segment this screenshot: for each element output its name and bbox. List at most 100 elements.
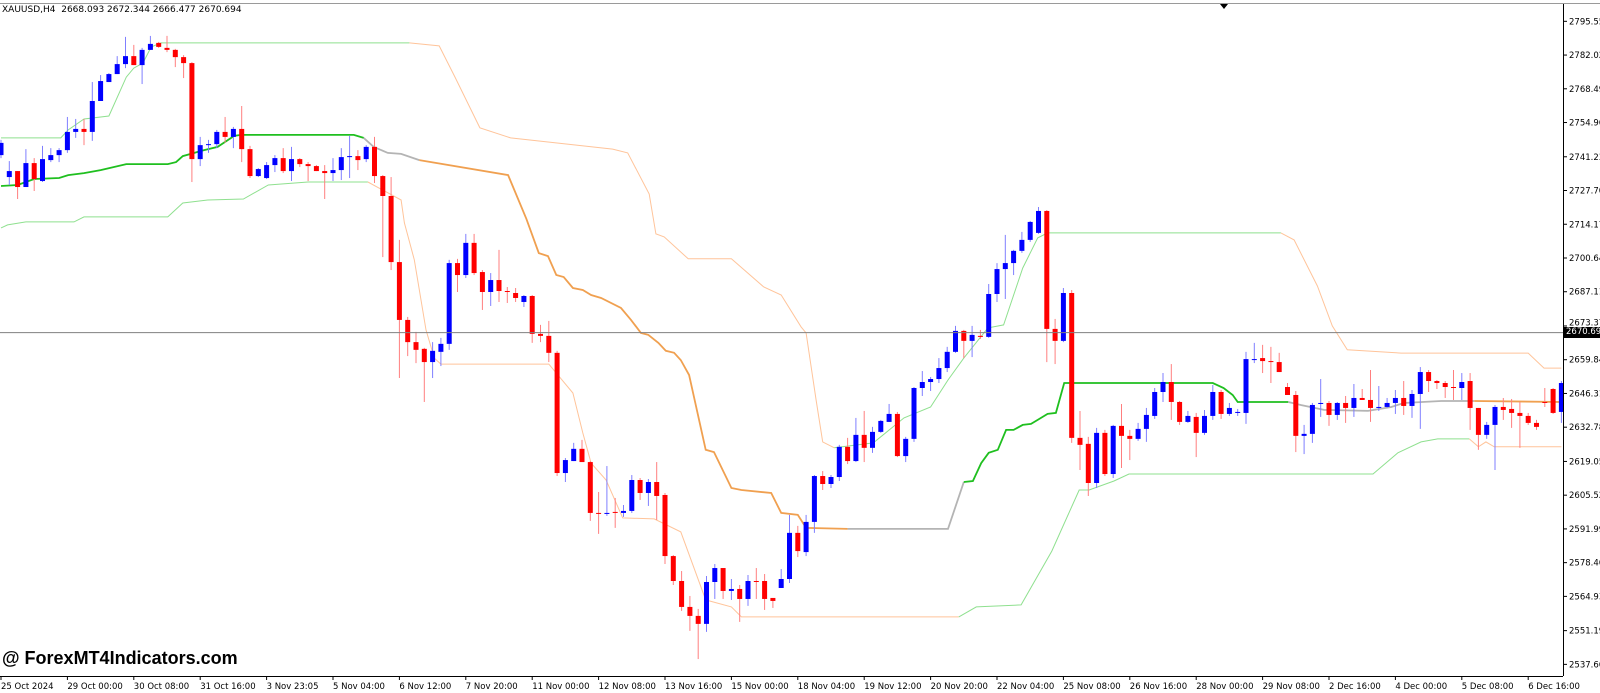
candle — [604, 466, 610, 516]
y-tick-label: 2768.495 — [1569, 85, 1600, 95]
candle-body — [894, 413, 900, 457]
candle — [1094, 427, 1100, 488]
candle-body — [139, 49, 145, 66]
candle — [861, 410, 867, 463]
candle — [363, 145, 369, 163]
candle — [1492, 404, 1498, 471]
candle-body — [89, 100, 95, 132]
candle — [828, 475, 834, 488]
candle-body — [1160, 382, 1166, 392]
candle-body — [1467, 381, 1473, 408]
indicator-line-6 — [958, 438, 1470, 618]
candle-body — [1210, 391, 1216, 416]
candle — [147, 35, 153, 50]
candle — [1293, 390, 1299, 453]
candle-body — [313, 166, 319, 172]
candle-body — [396, 262, 402, 320]
candle-body — [1301, 433, 1307, 436]
candle-body — [48, 155, 54, 161]
candle-body — [1060, 292, 1066, 341]
candle-body — [562, 460, 568, 474]
candle — [977, 329, 983, 339]
bid-price-label: 2670.694 — [1564, 327, 1600, 339]
x-tick-label: 6 Dec 16:00 — [1528, 682, 1580, 692]
candle — [969, 325, 975, 358]
candle — [446, 259, 452, 350]
candle — [811, 475, 817, 533]
candle — [836, 444, 842, 482]
candle — [31, 158, 37, 192]
candle — [538, 324, 543, 343]
candle — [1301, 424, 1307, 455]
candle-body — [969, 334, 975, 341]
candle-body — [961, 330, 967, 341]
candle-body — [953, 330, 958, 352]
candle — [347, 135, 353, 179]
x-tick-label: 13 Nov 16:00 — [665, 682, 722, 692]
y-tick-label: 2537.665 — [1569, 660, 1600, 670]
candle-body — [944, 351, 950, 369]
x-tick-label: 31 Oct 16:00 — [200, 682, 255, 692]
candle — [546, 320, 552, 363]
candle-body — [787, 532, 792, 580]
chart-top-border — [0, 3, 1600, 4]
candle — [1409, 389, 1415, 418]
candle-body — [1384, 402, 1390, 407]
x-tick-label: 29 Oct 00:00 — [67, 682, 122, 692]
candle-body — [1293, 394, 1299, 436]
ohlc-values: 2668.093 2672.344 2666.477 2670.694 — [61, 5, 242, 15]
candle-body — [181, 57, 187, 64]
candle — [1085, 436, 1091, 496]
candle-body — [280, 158, 286, 172]
candle — [1368, 370, 1373, 422]
x-tick-label: 6 Nov 12:00 — [399, 682, 451, 692]
candle-body — [977, 335, 983, 337]
candle-body — [322, 171, 328, 174]
candle-body — [1077, 437, 1083, 445]
candle — [787, 514, 792, 583]
candle-body — [737, 588, 743, 599]
candle — [1500, 397, 1506, 420]
candle-body — [1492, 406, 1498, 425]
candle-body — [355, 156, 361, 161]
candle — [654, 462, 660, 520]
candle — [15, 171, 21, 199]
candle-body — [264, 165, 270, 179]
candle-body — [405, 319, 411, 343]
candle-body — [56, 150, 62, 156]
candle — [529, 294, 535, 343]
candle-body — [704, 581, 709, 624]
candle-body — [919, 382, 925, 388]
indicator-line-12 — [963, 382, 1289, 483]
candle — [1243, 351, 1249, 424]
candle — [214, 129, 220, 149]
candle — [513, 288, 519, 302]
chart-shift-marker-icon[interactable] — [1220, 4, 1228, 9]
candle-body — [471, 242, 477, 274]
candle — [803, 514, 809, 557]
indicator-line-8 — [0, 133, 364, 187]
candle — [853, 417, 859, 463]
candle — [239, 105, 245, 163]
candle — [131, 44, 137, 66]
indicator-line-3 — [1280, 232, 1562, 369]
candle-body — [1177, 401, 1183, 422]
candle-body — [1152, 391, 1158, 416]
x-tick-label: 7 Nov 20:00 — [466, 682, 518, 692]
candle — [1060, 288, 1066, 343]
candle — [156, 41, 162, 48]
candle — [1011, 249, 1017, 276]
candle — [645, 479, 651, 506]
candle — [6, 161, 12, 186]
candle — [944, 346, 950, 373]
candle — [421, 347, 427, 402]
candle-body — [770, 597, 776, 601]
candle-body — [247, 149, 253, 177]
x-tick-label: 29 Nov 08:00 — [1263, 682, 1320, 692]
y-tick-label: 2795.555 — [1569, 17, 1600, 27]
x-tick-label: 12 Nov 08:00 — [599, 682, 656, 692]
candle-body — [1392, 397, 1398, 403]
candle — [1334, 401, 1340, 420]
candle — [720, 568, 726, 599]
